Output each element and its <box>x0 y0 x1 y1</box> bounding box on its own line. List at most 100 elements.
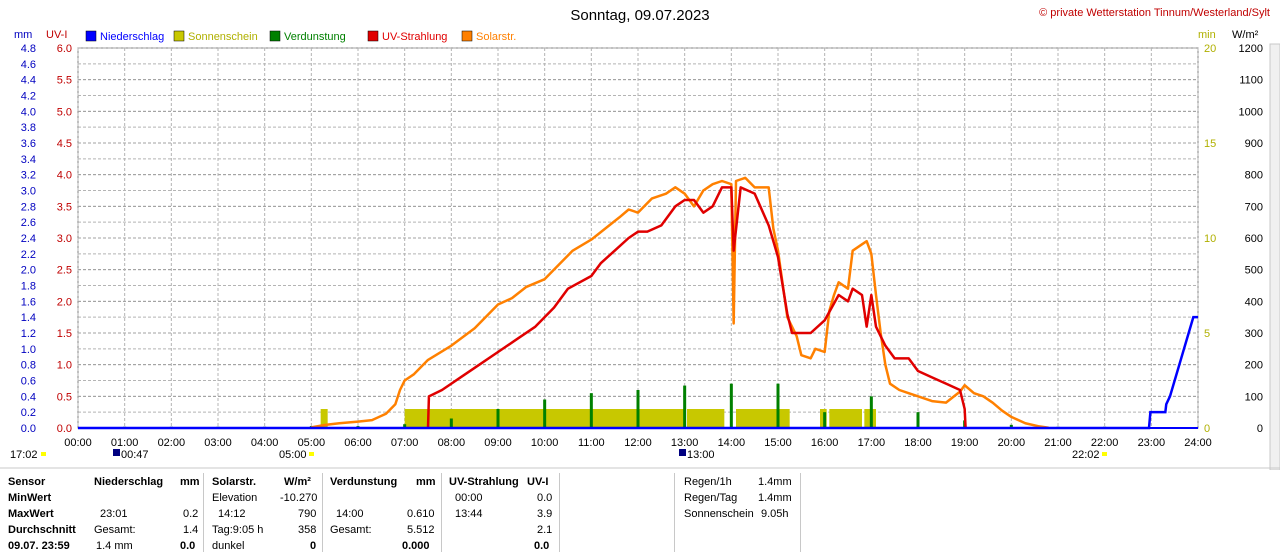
tick-label-mm: 0.6 <box>21 376 36 388</box>
tick-label-x: 11:00 <box>578 437 605 449</box>
tick-label-wm2: 500 <box>1245 265 1263 277</box>
legend-label: Solarstr. <box>476 31 516 43</box>
tick-label-x: 10:00 <box>531 437 559 449</box>
copyright-text: © private Wetterstation Tinnum/Westerlan… <box>1039 7 1270 19</box>
legend-swatch <box>367 30 379 42</box>
sunshine-bar <box>736 409 790 428</box>
tick-label-x: 08:00 <box>438 437 466 449</box>
tick-label-mm: 3.8 <box>21 122 36 134</box>
solar-line <box>311 176 1049 429</box>
sunshine-bar <box>829 409 862 428</box>
sun-noon-time: 13:00 <box>687 449 715 461</box>
tick-label-wm2: 100 <box>1245 391 1263 403</box>
uv-avg-val: 2.1 <box>537 524 553 536</box>
tick-label-mm: 3.4 <box>21 154 36 166</box>
summary-regen-h-label: Regen/1h <box>684 476 732 488</box>
tick-label-x: 17:00 <box>858 437 886 449</box>
row-label-last: 09.07. 23:59 <box>8 540 70 552</box>
tick-label-uv: 6.0 <box>57 43 72 55</box>
tick-label-uv: 0.0 <box>57 423 72 435</box>
evaporation-bar <box>543 399 547 428</box>
evap-header: Verdunstung <box>330 476 398 488</box>
evaporation-bar <box>916 412 920 428</box>
row-label-avg: Durchschnitt <box>8 524 76 536</box>
tick-label-x: 19:00 <box>951 437 979 449</box>
row-label-min: MinWert <box>8 492 52 504</box>
chart-bars <box>123 383 1107 428</box>
uv-line <box>426 186 967 429</box>
tick-label-mm: 3.0 <box>21 186 36 198</box>
sunshine-bar <box>687 409 725 428</box>
uv-last-val: 0.0 <box>534 540 550 552</box>
tick-label-wm2: 1000 <box>1239 106 1263 118</box>
evap-avg-val: 5.512 <box>407 524 435 536</box>
chart-title: Sonntag, 09.07.2023 <box>570 7 709 24</box>
tick-label-x: 14:00 <box>718 437 746 449</box>
evaporation-bar <box>1009 424 1013 428</box>
tick-label-mm: 0.0 <box>21 423 36 435</box>
tick-label-mm: 0.8 <box>21 360 36 372</box>
legend-swatch <box>461 30 473 42</box>
evaporation-bar <box>776 383 780 428</box>
row-label-sensor: Sensor <box>8 476 46 488</box>
tick-label-x: 13:00 <box>671 437 699 449</box>
sun-marker <box>309 452 314 456</box>
solar-max-time: 14:12 <box>218 508 246 520</box>
tick-label-uv: 5.5 <box>57 75 72 87</box>
tick-label-mm: 0.4 <box>21 391 36 403</box>
uv-header: UV-Strahlung <box>449 476 519 488</box>
tick-label-mm: 2.8 <box>21 201 36 213</box>
tick-label-uv: 1.0 <box>57 360 72 372</box>
summary-sonne-label: Sonnenschein <box>684 508 754 520</box>
solar-header: Solarstr. <box>212 476 257 488</box>
tick-label-wm2: 200 <box>1245 360 1263 372</box>
evap-unit: mm <box>416 476 436 488</box>
chart-grid <box>77 47 1199 429</box>
tick-label-mm: 0.2 <box>21 407 36 419</box>
precip-header: Niederschlag <box>94 476 164 488</box>
evaporation-bar <box>636 390 640 428</box>
tick-label-x: 21:00 <box>1044 437 1072 449</box>
tick-label-mm: 4.6 <box>21 59 36 71</box>
uv-max-time: 13:44 <box>455 508 483 520</box>
tick-label-wm2: 300 <box>1245 328 1263 340</box>
tick-label-x: 07:00 <box>391 437 419 449</box>
moonrise-time: 00:47 <box>121 449 149 461</box>
evaporation-bar <box>729 383 733 428</box>
tick-label-x: 01:00 <box>111 437 139 449</box>
tick-label-wm2: 800 <box>1245 170 1263 182</box>
tick-label-uv: 2.0 <box>57 296 72 308</box>
sunset-prev: 17:02 <box>10 449 38 461</box>
tick-label-mm: 3.6 <box>21 138 36 150</box>
summary-regen-tag-label: Regen/Tag <box>684 492 738 504</box>
tick-label-uv: 0.5 <box>57 391 72 403</box>
tick-label-min: 20 <box>1204 43 1216 55</box>
tick-label-x: 05:00 <box>298 437 326 449</box>
tick-label-mm: 2.2 <box>21 249 36 261</box>
tick-label-wm2: 700 <box>1245 201 1263 213</box>
tick-label-x: 22:00 <box>1091 437 1119 449</box>
tick-label-min: 15 <box>1204 138 1216 150</box>
tick-label-mm: 4.8 <box>21 43 36 55</box>
legend-label: UV-Strahlung <box>382 31 447 43</box>
sunshine-bar <box>820 409 825 428</box>
tick-label-x: 04:00 <box>251 437 279 449</box>
tick-label-x: 20:00 <box>998 437 1026 449</box>
tick-label-uv: 3.5 <box>57 201 72 213</box>
solar-last-val: 0 <box>310 540 317 552</box>
tick-label-uv: 4.0 <box>57 170 72 182</box>
evap-max-time: 14:00 <box>336 508 364 520</box>
tick-label-mm: 4.2 <box>21 91 36 103</box>
tick-label-uv: 1.5 <box>57 328 72 340</box>
precip-last-val: 0.0 <box>180 540 196 552</box>
left-axis-unit-uv: UV-I <box>46 29 67 41</box>
sunshine-spike <box>405 409 409 428</box>
sun-marker <box>1102 452 1107 456</box>
tick-label-uv: 3.0 <box>57 233 72 245</box>
tick-label-wm2: 600 <box>1245 233 1263 245</box>
summary-regen-tag-val: 1.4mm <box>758 492 792 504</box>
precip-unit: mm <box>180 476 200 488</box>
sunrise-time: 05:00 <box>279 449 307 461</box>
solar-avg-val: 358 <box>298 524 317 536</box>
